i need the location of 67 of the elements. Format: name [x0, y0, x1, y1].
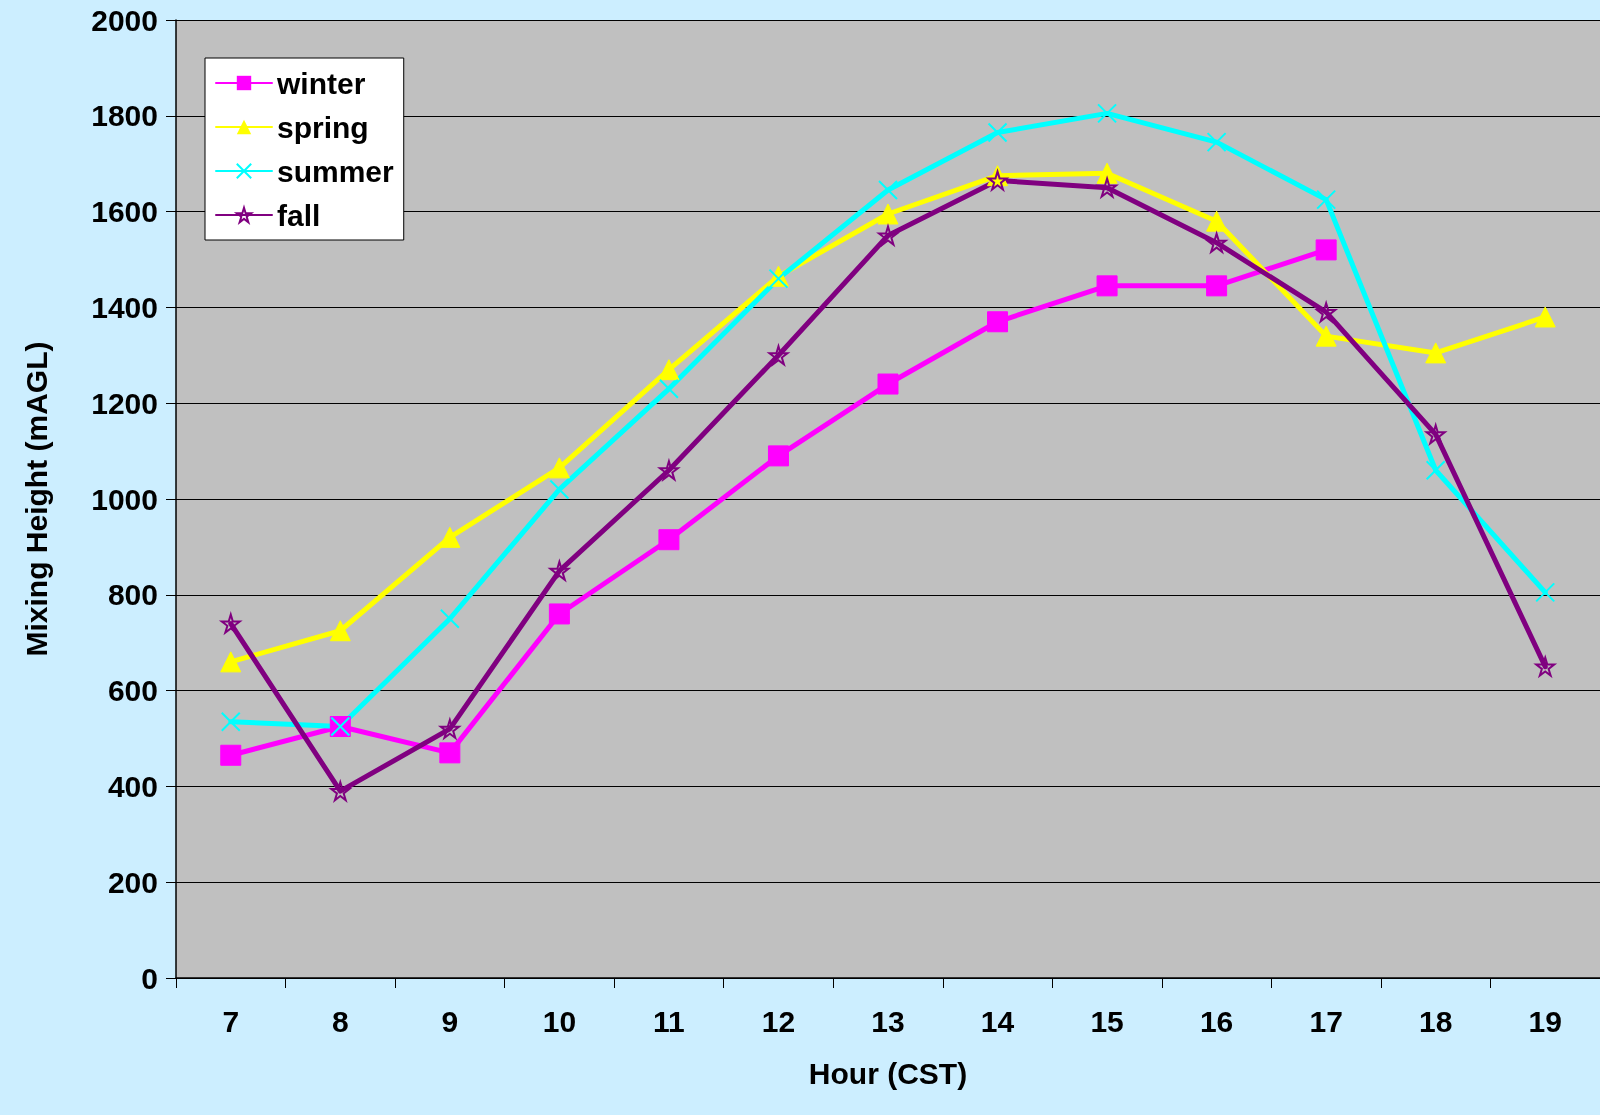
point [767, 445, 789, 467]
y-tick-label: 1200 [91, 386, 158, 420]
y-tick-label: 400 [107, 769, 158, 803]
y-tick-label: 0 [141, 961, 158, 995]
x-tick-label: 9 [441, 1004, 459, 1038]
point [1315, 239, 1337, 261]
y-tick-label: 1800 [91, 99, 158, 133]
y-tick-label: 1400 [91, 290, 158, 324]
y-tick-label: 1000 [91, 482, 158, 516]
point [1095, 175, 1119, 200]
x-tick-label: 12 [761, 1004, 796, 1038]
point [878, 180, 898, 201]
point [877, 203, 899, 225]
point [548, 603, 570, 625]
point [1316, 189, 1337, 210]
x-tick-label: 7 [222, 1004, 240, 1038]
legend-label: spring [277, 110, 369, 144]
legend-label: fall [277, 198, 321, 232]
point [220, 711, 241, 732]
point [329, 620, 351, 642]
point [987, 311, 1009, 333]
point [547, 558, 572, 583]
point [219, 611, 243, 636]
point [658, 359, 680, 381]
x-tick-label: 16 [1199, 1004, 1234, 1038]
x-tick-label: 15 [1090, 1004, 1124, 1038]
y-tick-label: 200 [107, 865, 158, 899]
x-tick-label: 14 [980, 1004, 1015, 1038]
x-tick-label: 8 [331, 1004, 349, 1038]
point [1096, 275, 1118, 297]
x-tick-label: 10 [542, 1004, 577, 1038]
point [1425, 460, 1446, 481]
point [439, 526, 461, 548]
point [1533, 654, 1557, 679]
x-tick-label: 17 [1309, 1004, 1343, 1038]
x-tick-label: 18 [1419, 1004, 1453, 1038]
point [1206, 132, 1227, 153]
x-tick-label: 19 [1528, 1004, 1562, 1038]
point [220, 651, 242, 673]
legend-label: summer [277, 154, 395, 188]
point [1097, 103, 1118, 124]
point [876, 223, 900, 248]
point [1315, 325, 1337, 347]
x-tick-label: 13 [871, 1004, 905, 1038]
x-axis-title: Hour (CST) [808, 1056, 968, 1090]
y-tick-label: 2000 [91, 3, 158, 37]
point [1534, 306, 1556, 328]
point [987, 122, 1008, 143]
point [438, 716, 462, 741]
point [985, 168, 1010, 193]
point [766, 343, 791, 367]
y-tick-label: 1600 [91, 195, 158, 229]
point [1425, 342, 1447, 364]
point [877, 373, 899, 395]
y-tick-label: 600 [107, 674, 158, 708]
y-tick-label: 800 [107, 578, 158, 612]
y-axis-title: Mixing Height (mAGL) [19, 341, 53, 657]
point [1206, 275, 1228, 297]
point [1096, 162, 1118, 184]
point [1206, 210, 1228, 232]
legend-label: winter [276, 66, 366, 100]
point [658, 529, 680, 551]
point [220, 744, 242, 766]
x-tick-label: 11 [653, 1004, 685, 1038]
point [439, 742, 461, 764]
point [1205, 230, 1229, 255]
point [548, 457, 570, 479]
